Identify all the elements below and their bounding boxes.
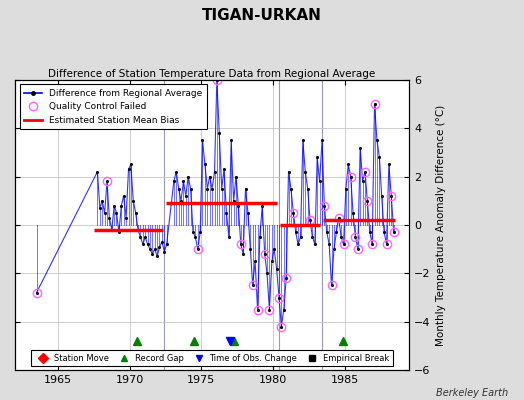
Legend: Station Move, Record Gap, Time of Obs. Change, Empirical Break: Station Move, Record Gap, Time of Obs. C… [31,350,393,366]
Text: Berkeley Earth: Berkeley Earth [436,388,508,398]
Text: TIGAN-URKAN: TIGAN-URKAN [202,8,322,23]
Y-axis label: Monthly Temperature Anomaly Difference (°C): Monthly Temperature Anomaly Difference (… [436,104,446,346]
Title: Difference of Station Temperature Data from Regional Average: Difference of Station Temperature Data f… [49,69,376,79]
